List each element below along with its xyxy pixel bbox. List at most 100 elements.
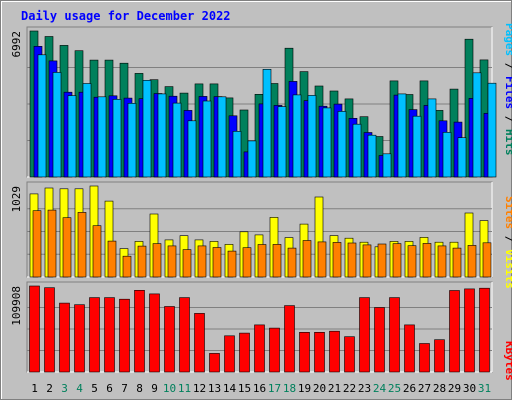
legend-top: Pages / Files / Hits [503,23,512,156]
bar-pages-day-25 [397,93,407,178]
bar-sites-day-8 [137,245,147,278]
bar-pages-day-24 [382,153,392,178]
bar-kbytes-day-1 [29,285,40,373]
bar-pages-day-29 [457,137,467,178]
legend-bot: KBytes [503,341,512,381]
bar-kbytes-day-14 [224,335,235,373]
x-tick-label-day-3: 3 [61,382,68,395]
bar-pages-day-7 [127,103,137,178]
x-tick-label-day-8: 8 [136,382,143,395]
bar-sites-day-26 [407,245,417,278]
x-tick-label-day-28: 28 [433,382,446,395]
x-tick-label-day-15: 15 [238,382,251,395]
bar-kbytes-day-27 [419,343,430,373]
bar-kbytes-day-2 [44,287,55,373]
bar-pages-day-30 [472,72,482,178]
x-tick-label-day-22: 22 [343,382,356,395]
bar-pages-day-28 [442,132,452,178]
bar-pages-day-13 [217,96,227,178]
bar-kbytes-day-11 [179,297,190,373]
bar-kbytes-day-23 [359,297,370,373]
bar-kbytes-day-6 [104,297,115,373]
x-tick-label-day-4: 4 [76,382,83,395]
bar-sites-day-11 [182,249,192,278]
bar-sites-day-4 [77,212,87,278]
x-tick-label-day-11: 11 [178,382,191,395]
x-tick-label-day-20: 20 [313,382,326,395]
bar-kbytes-day-26 [404,324,415,373]
bar-pages-day-18 [292,94,302,178]
bar-sites-day-27 [422,243,432,278]
legend-part: / [503,56,512,76]
x-tick-label-day-12: 12 [193,382,206,395]
bar-sites-day-15 [242,247,252,278]
bar-pages-day-15 [247,140,257,178]
x-tick-label-day-18: 18 [283,382,296,395]
bar-kbytes-day-19 [299,331,310,373]
bar-sites-day-14 [227,250,237,278]
bar-pages-day-12 [202,100,212,178]
bar-pages-day-10 [172,102,182,178]
bar-sites-day-3 [62,217,72,278]
bar-pages-day-1 [37,54,47,178]
bar-sites-day-29 [452,247,462,278]
bar-kbytes-day-24 [374,307,385,373]
bar-kbytes-day-17 [269,327,280,373]
bar-kbytes-day-5 [89,297,100,373]
legend-part: Hits [503,129,512,156]
legend-part: Visits [503,249,512,289]
bar-sites-day-2 [47,209,57,278]
x-tick-label-day-6: 6 [106,382,113,395]
bar-kbytes-day-18 [284,305,295,373]
bar-kbytes-day-7 [119,298,130,373]
bar-sites-day-25 [392,243,402,278]
bar-sites-day-7 [122,255,132,278]
bar-sites-day-24 [377,243,387,278]
bar-sites-day-21 [332,242,342,278]
bar-pages-day-16 [262,69,272,178]
bar-sites-day-5 [92,225,102,278]
x-tick-label-day-30: 30 [463,382,476,395]
bar-kbytes-day-12 [194,313,205,373]
bar-kbytes-day-13 [209,353,220,373]
bar-pages-day-27 [427,98,437,178]
y-max-label: 109908 [10,286,23,326]
x-tick-label-day-14: 14 [223,382,237,395]
x-tick-label-day-26: 26 [403,382,416,395]
bar-sites-day-16 [257,244,267,278]
bar-pages-day-4 [82,83,92,178]
bar-kbytes-day-16 [254,324,265,373]
bar-pages-day-2 [52,72,62,178]
bar-pages-day-14 [232,131,242,178]
legend-mid: Sites / Visits [503,196,512,289]
legend-part: / [503,109,512,129]
bar-pages-day-5 [97,96,107,178]
x-tick-label-day-1: 1 [31,382,38,395]
bar-kbytes-day-28 [434,339,445,373]
legend-part: / [503,229,512,249]
bar-sites-day-13 [212,247,222,278]
chart-title: Daily usage for December 2022 [21,9,231,23]
bar-sites-day-28 [437,245,447,278]
x-tick-label-day-5: 5 [91,382,98,395]
bar-pages-day-19 [307,95,317,178]
bar-kbytes-day-22 [344,336,355,373]
y-max-label: 1029 [10,186,23,213]
x-tick-label-day-27: 27 [418,382,431,395]
bar-kbytes-day-30 [464,288,475,373]
x-tick-label-day-21: 21 [328,382,341,395]
x-tick-label-day-29: 29 [448,382,461,395]
bar-kbytes-day-9 [149,293,160,373]
x-tick-label-day-23: 23 [358,382,371,395]
bar-sites-day-1 [32,210,42,278]
bar-pages-day-3 [67,95,77,178]
bar-kbytes-day-21 [329,330,340,373]
bar-sites-day-31 [482,242,492,278]
legend-part: Files [503,76,512,109]
bar-sites-day-23 [362,244,372,278]
bar-kbytes-day-10 [164,306,175,373]
bar-sites-day-19 [302,240,312,278]
bar-sites-day-17 [272,244,282,278]
